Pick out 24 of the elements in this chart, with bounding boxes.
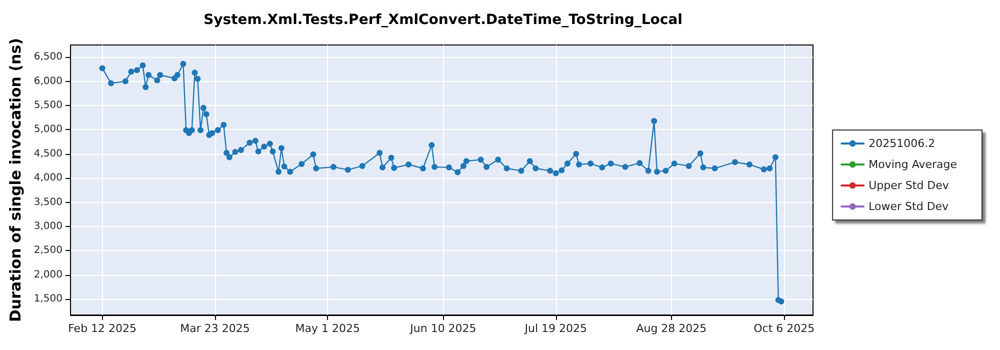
y-tick-label: 4,000	[34, 172, 63, 184]
legend-label: Upper Std Dev	[868, 179, 950, 192]
x-tick-label: Jun 10 2025	[409, 322, 476, 335]
y-tick-label: 3,000	[34, 220, 63, 232]
y-tick-label: 1,500	[34, 294, 63, 305]
legend-label: Lower Std Dev	[868, 200, 950, 213]
x-tick-label: Mar 23 2025	[180, 322, 250, 335]
y-tick-label: 4,500	[34, 148, 63, 160]
y-tick-label: 2,000	[34, 269, 63, 280]
y-tick-label: 6,500	[34, 52, 63, 63]
y-axis-title: Duration of single invocation (ns)	[6, 38, 24, 322]
x-tick-label: Oct 6 2025	[754, 322, 815, 335]
y-tick-label: 5,000	[34, 124, 63, 136]
y-tick-label: 2,500	[34, 245, 63, 256]
chart-title: System.Xml.Tests.Perf_XmlConvert.DateTime_ToString_Local	[204, 12, 682, 28]
x-tick-label: Jul 19 2025	[524, 322, 588, 335]
legend-label: 20251006.2	[868, 137, 936, 150]
legend-label: Moving Average	[868, 158, 958, 171]
y-tick-label: 6,000	[34, 76, 63, 87]
x-tick-label: Aug 28 2025	[636, 322, 707, 335]
y-tick-label: 5,500	[34, 100, 63, 111]
x-tick-label: May 1 2025	[295, 322, 360, 335]
y-tick-label: 3,500	[34, 196, 63, 208]
x-tick-label: Feb 12 2025	[68, 322, 137, 335]
